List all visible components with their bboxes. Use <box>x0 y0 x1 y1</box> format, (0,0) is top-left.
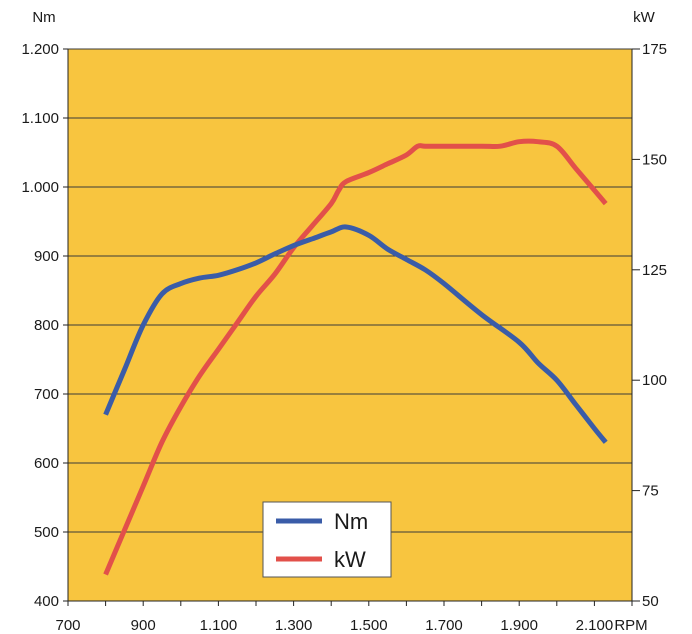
y-left-tick-label: 700 <box>34 386 59 403</box>
y-right-tick-label: 50 <box>642 593 659 610</box>
series-line-nm <box>103 224 608 444</box>
y-left-tick-label: 1.000 <box>21 179 59 196</box>
y-left-tick-label: 500 <box>34 524 59 541</box>
y-right-tick-label: 125 <box>642 262 667 279</box>
x-tick-label: 1.100 <box>200 617 238 634</box>
right-axis-unit: kW <box>633 9 656 26</box>
y-left-tick-label: 600 <box>34 455 59 472</box>
x-tick-label: 900 <box>131 617 156 634</box>
axes: 400 500 600 700 800 900 1.000 1.100 1.200 50 75 100… <box>21 41 667 634</box>
legend-box <box>262 501 392 578</box>
legend-label-kw: kW <box>334 547 366 572</box>
x-tick-label: 1.300 <box>275 617 313 634</box>
x-tick-label: 1.500 <box>350 617 388 634</box>
y-left-tick-label: 1.200 <box>21 41 59 58</box>
y-left-tick-label: 900 <box>34 248 59 265</box>
x-tick-label: 2.100 <box>576 617 614 634</box>
series <box>103 138 608 576</box>
x-tick-label: 1.900 <box>500 617 538 634</box>
y-right-tick-label: 150 <box>642 151 667 168</box>
x-tick-label: 1.700 <box>425 617 463 634</box>
y-left-tick-label: 800 <box>34 317 59 334</box>
x-tick-label: 700 <box>55 617 80 634</box>
y-left-tick-label: 1.100 <box>21 110 59 127</box>
y-right-tick-label: 175 <box>642 41 667 58</box>
left-axis-unit: Nm <box>32 9 55 26</box>
gridlines <box>68 48 632 533</box>
y-left-tick-label: 400 <box>34 593 59 610</box>
legend-label-nm: Nm <box>334 509 368 534</box>
series-line-kw <box>103 138 608 576</box>
y-right-tick-label: 100 <box>642 372 667 389</box>
y-right-tick-label: 75 <box>642 483 659 500</box>
legend: Nm kW <box>262 501 392 578</box>
x-axis-unit: RPM <box>614 617 647 634</box>
